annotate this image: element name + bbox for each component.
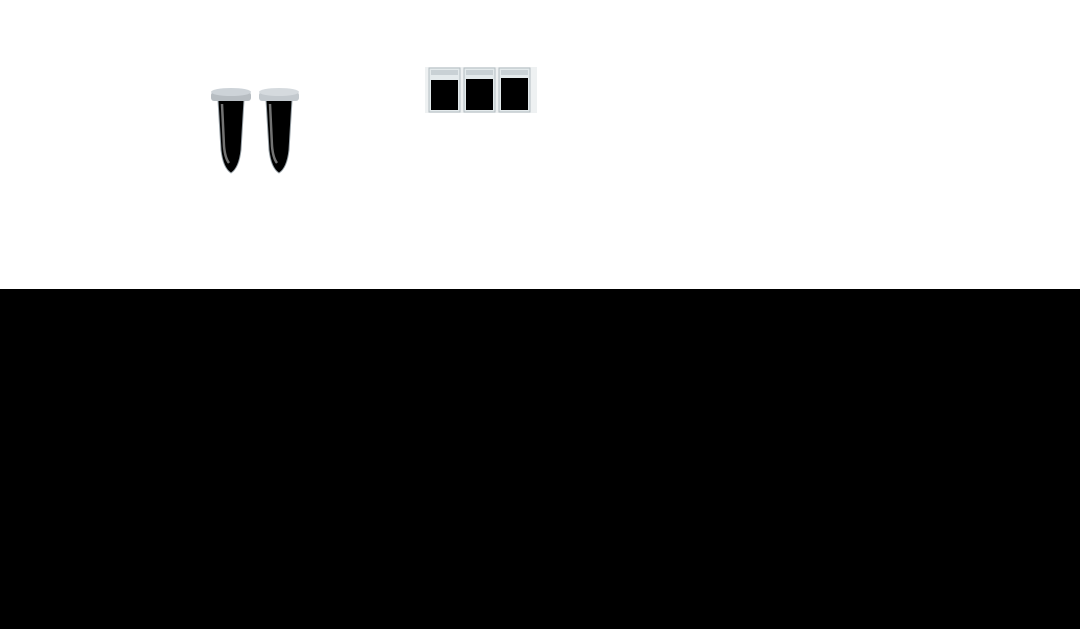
cuvette-b — [463, 67, 496, 113]
tube-a-liquid — [217, 99, 245, 174]
bottom-row-background — [0, 289, 1080, 629]
panel-b-inset-photo — [425, 50, 540, 114]
cuvette-b-cap-band — [466, 70, 493, 75]
panel-b-chart — [345, 0, 705, 289]
cuvette-a-cap-band — [431, 70, 458, 75]
cuvette-b-liquid — [466, 79, 493, 110]
tube-b-cap-top — [259, 88, 299, 96]
panel-c-chart — [705, 0, 1080, 289]
panel-a-inset-photo — [205, 70, 305, 195]
cuvette-c — [498, 67, 531, 113]
tube-b — [259, 88, 299, 174]
panel-e-chart — [360, 289, 770, 629]
panel-d-chart — [0, 289, 360, 629]
panel-f-chart — [760, 289, 1080, 629]
cuvette-a-liquid — [431, 80, 458, 110]
tube-b-liquid — [265, 99, 293, 174]
tube-a-highlight — [220, 103, 231, 164]
cuvette-a — [428, 67, 461, 113]
top-row-background — [0, 0, 1080, 289]
cuvette-c-cap-band — [501, 70, 528, 75]
cuvette-c-liquid — [501, 78, 528, 110]
tube-a-cap-top — [211, 88, 251, 96]
tube-a — [211, 88, 251, 174]
tube-b-highlight — [268, 103, 279, 164]
